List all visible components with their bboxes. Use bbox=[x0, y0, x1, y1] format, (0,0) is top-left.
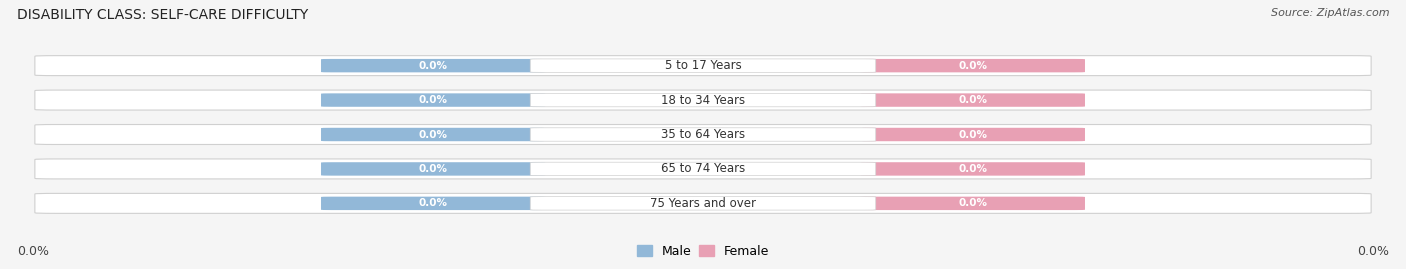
Text: 0.0%: 0.0% bbox=[419, 198, 447, 208]
Text: 0.0%: 0.0% bbox=[959, 164, 987, 174]
FancyBboxPatch shape bbox=[530, 59, 876, 72]
Text: 5 to 17 Years: 5 to 17 Years bbox=[665, 59, 741, 72]
Text: 0.0%: 0.0% bbox=[17, 245, 49, 258]
FancyBboxPatch shape bbox=[321, 93, 546, 107]
FancyBboxPatch shape bbox=[530, 162, 876, 176]
Text: 0.0%: 0.0% bbox=[959, 95, 987, 105]
FancyBboxPatch shape bbox=[530, 93, 876, 107]
FancyBboxPatch shape bbox=[860, 128, 1085, 141]
FancyBboxPatch shape bbox=[35, 56, 1371, 76]
FancyBboxPatch shape bbox=[35, 159, 1371, 179]
Text: 65 to 74 Years: 65 to 74 Years bbox=[661, 162, 745, 175]
Text: Source: ZipAtlas.com: Source: ZipAtlas.com bbox=[1271, 8, 1389, 18]
Text: 0.0%: 0.0% bbox=[419, 95, 447, 105]
FancyBboxPatch shape bbox=[860, 93, 1085, 107]
FancyBboxPatch shape bbox=[860, 162, 1085, 176]
Text: 0.0%: 0.0% bbox=[959, 129, 987, 140]
FancyBboxPatch shape bbox=[35, 193, 1371, 213]
FancyBboxPatch shape bbox=[860, 59, 1085, 72]
FancyBboxPatch shape bbox=[321, 128, 546, 141]
Text: 75 Years and over: 75 Years and over bbox=[650, 197, 756, 210]
FancyBboxPatch shape bbox=[530, 197, 876, 210]
FancyBboxPatch shape bbox=[321, 197, 546, 210]
FancyBboxPatch shape bbox=[35, 125, 1371, 144]
Text: 0.0%: 0.0% bbox=[1357, 245, 1389, 258]
Text: DISABILITY CLASS: SELF-CARE DIFFICULTY: DISABILITY CLASS: SELF-CARE DIFFICULTY bbox=[17, 8, 308, 22]
Text: 35 to 64 Years: 35 to 64 Years bbox=[661, 128, 745, 141]
Text: 0.0%: 0.0% bbox=[959, 61, 987, 71]
FancyBboxPatch shape bbox=[321, 59, 546, 72]
FancyBboxPatch shape bbox=[530, 128, 876, 141]
Text: 0.0%: 0.0% bbox=[959, 198, 987, 208]
Text: 0.0%: 0.0% bbox=[419, 164, 447, 174]
FancyBboxPatch shape bbox=[321, 162, 546, 176]
FancyBboxPatch shape bbox=[35, 90, 1371, 110]
Text: 0.0%: 0.0% bbox=[419, 61, 447, 71]
Legend: Male, Female: Male, Female bbox=[631, 240, 775, 263]
Text: 0.0%: 0.0% bbox=[419, 129, 447, 140]
FancyBboxPatch shape bbox=[860, 197, 1085, 210]
Text: 18 to 34 Years: 18 to 34 Years bbox=[661, 94, 745, 107]
